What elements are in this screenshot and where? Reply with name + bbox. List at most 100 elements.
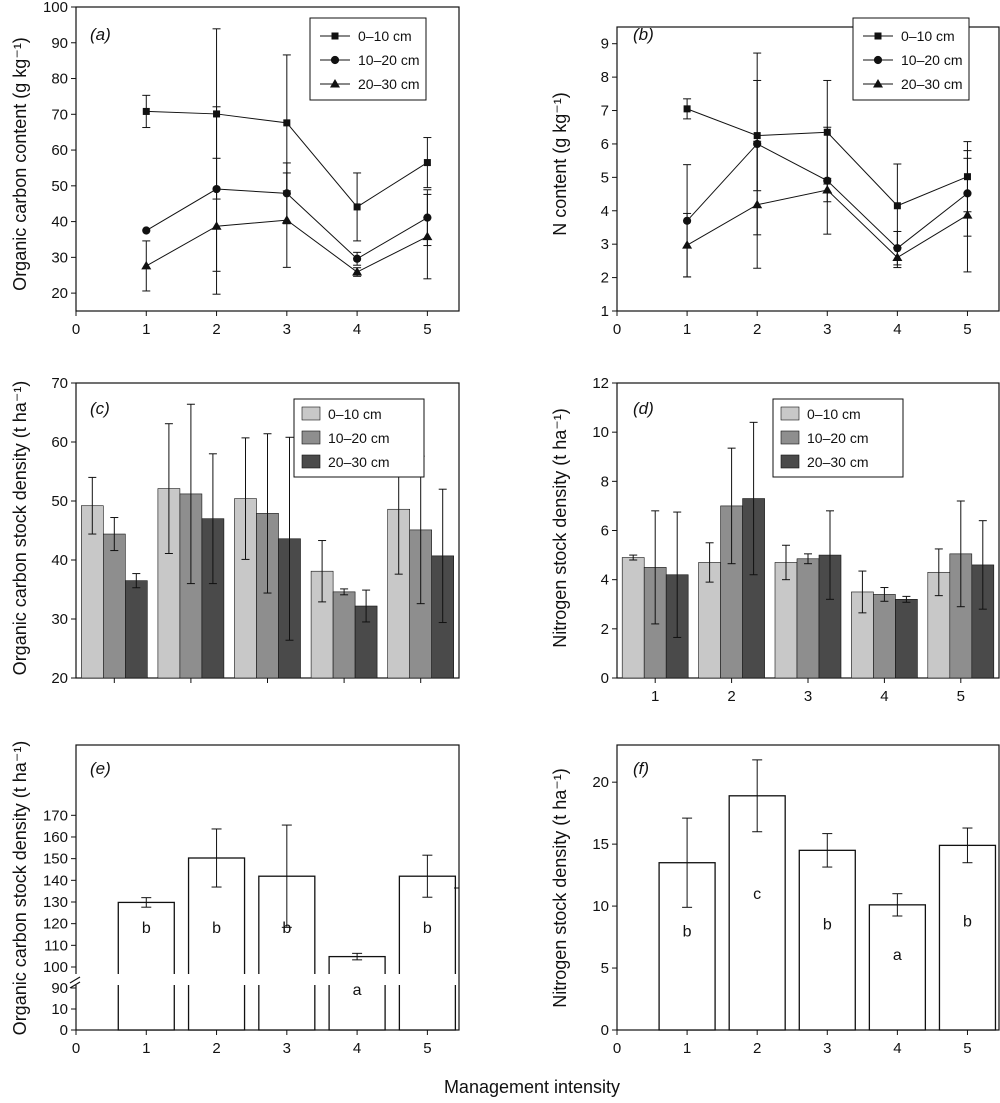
panel-c-label: (c) (90, 399, 110, 418)
panel-e-significance-letter: b (212, 920, 221, 937)
panel-d-legend-label: 0–10 cm (807, 406, 861, 422)
panel-b-label: (b) (633, 25, 654, 44)
panel-b-legend-label: 20–30 cm (901, 76, 962, 92)
panel-d-legend-swatch (780, 430, 800, 445)
panel-d-legend-label: 20–30 cm (807, 454, 868, 470)
panel-b-ytick-label: 4 (601, 203, 609, 220)
panel-e-ylabel: Organic carbon stock density (t ha⁻¹) (10, 741, 30, 1036)
panel-a-ytick-label: 50 (51, 178, 68, 195)
panel-a-point (353, 203, 361, 211)
panel-d-ytick-label: 10 (592, 424, 609, 441)
panel-e-ytick-label: 100 (43, 959, 68, 976)
panel-c-legend-label: 10–20 cm (328, 430, 389, 446)
panel-a-point (352, 267, 363, 276)
panel-b-ytick-label: 5 (601, 169, 609, 186)
panel-e-ytick-label: 130 (43, 894, 68, 911)
panel-e-axis-break-gap (116, 974, 177, 985)
panel-e-ytick-label: 170 (43, 807, 68, 824)
panel-e-bar (398, 875, 457, 1031)
panel-e-axis-break-mark (69, 976, 81, 984)
panel-d-ylabel: Nitrogen stock density (t ha⁻¹) (550, 408, 570, 648)
panel-d-bar (621, 557, 645, 679)
panel-f-significance-letter: c (753, 886, 761, 903)
panel-e-significance-letter: b (142, 920, 151, 937)
panel-b-point (682, 240, 693, 249)
panel-f-ytick-label: 20 (592, 774, 609, 791)
panel-b-ytick-label: 6 (601, 136, 609, 153)
panel-b-xtick-label: 5 (963, 321, 971, 338)
panel-e-axis-break-gap (327, 974, 388, 985)
panel-d-ytick-label: 4 (601, 572, 609, 589)
panel-d-ytick-label: 2 (601, 621, 609, 638)
panel-d-xtick-label: 3 (804, 688, 812, 705)
panel-c-ytick-label: 40 (51, 552, 68, 569)
panel-b-point (752, 199, 763, 209)
panel-c-legend-label: 0–10 cm (328, 406, 382, 422)
panel-f-significance-letter: b (823, 916, 832, 933)
panel-b-xtick-label: 0 (613, 321, 621, 338)
panel-f-significance-letter: a (893, 947, 902, 964)
panel-a-legend-box (309, 17, 427, 101)
panel-a-point (142, 107, 150, 115)
panel-b-xtick-label: 1 (683, 321, 691, 338)
panel-a-legend-marker (330, 79, 340, 88)
panel-e-ytick-label: 120 (43, 916, 68, 933)
panel-d-bar (895, 599, 918, 679)
panel-b-frame (616, 26, 1000, 312)
panel-d-ytick-label: 8 (601, 473, 609, 490)
panel-e-axis-break-mark (69, 981, 81, 989)
panel-d-ytick-label: 6 (601, 523, 609, 540)
panel-e-xtick-label: 5 (423, 1040, 431, 1057)
panel-e-axis-break-gap (397, 974, 458, 985)
panel-f-ytick-label: 10 (592, 898, 609, 915)
panel-a-xtick-label: 5 (423, 321, 431, 338)
panel-f-bar (728, 795, 786, 1031)
panel-b-legend-marker (873, 55, 883, 65)
panel-e-significance-letter: a (353, 982, 362, 999)
panel-d-legend-swatch (780, 406, 800, 421)
panel-f-xtick-label: 2 (753, 1040, 761, 1057)
panel-b-legend-label: 10–20 cm (901, 52, 962, 68)
panel-b-point (962, 210, 973, 219)
panel-b-ytick-label: 3 (601, 236, 609, 253)
panel-c-ylabel: Organic carbon stock density (t ha⁻¹) (10, 381, 30, 676)
panel-e-significance-letter: b (423, 920, 432, 937)
panel-e-axis-break-gap (186, 974, 247, 985)
panel-a-point (423, 159, 431, 167)
panel-d-xtick-label: 2 (727, 688, 735, 705)
panel-a-ytick-label: 30 (51, 249, 68, 266)
panel-f-bar (798, 849, 856, 1031)
panel-c-ytick-label: 20 (51, 670, 68, 687)
panel-f-ylabel: Nitrogen stock density (t ha⁻¹) (550, 768, 570, 1008)
panel-c-bar (332, 591, 356, 679)
panel-c-bar (125, 580, 148, 679)
panel-a-legend-label: 10–20 cm (358, 52, 419, 68)
panel-d-ytick-label: 12 (592, 375, 609, 392)
panel-b-point (892, 252, 903, 262)
panel-c-ytick-label: 60 (51, 434, 68, 451)
panel-b-point (822, 185, 833, 194)
panel-a-xtick-label: 1 (142, 321, 150, 338)
panel-a-point (141, 260, 152, 270)
panel-a-ytick-label: 90 (51, 35, 68, 52)
panel-f-xtick-label: 5 (963, 1040, 971, 1057)
panel-b-ytick-label: 8 (601, 69, 609, 86)
panel-e-axis-break-gap (68, 974, 80, 985)
panel-c-legend-label: 20–30 cm (328, 454, 389, 470)
panel-e-label: (e) (90, 759, 111, 778)
panel-b-ytick-label: 2 (601, 270, 609, 287)
panel-c-ytick-label: 30 (51, 611, 68, 628)
panel-a-xtick-label: 2 (212, 321, 220, 338)
panel-b-ytick-label: 9 (601, 36, 609, 53)
panel-c-ytick-label: 70 (51, 375, 68, 392)
panel-e-ytick-label: 90 (51, 980, 68, 997)
panel-a-point (283, 119, 291, 127)
panel-d-xtick-label: 1 (651, 688, 659, 705)
panel-b-ytick-label: 7 (601, 103, 609, 120)
panel-a-ytick-label: 80 (51, 71, 68, 88)
panel-b-ytick-label: 1 (601, 303, 609, 320)
panel-a-point (142, 226, 151, 235)
panel-a-xtick-label: 0 (72, 321, 80, 338)
panel-c-legend-swatch (301, 454, 321, 469)
